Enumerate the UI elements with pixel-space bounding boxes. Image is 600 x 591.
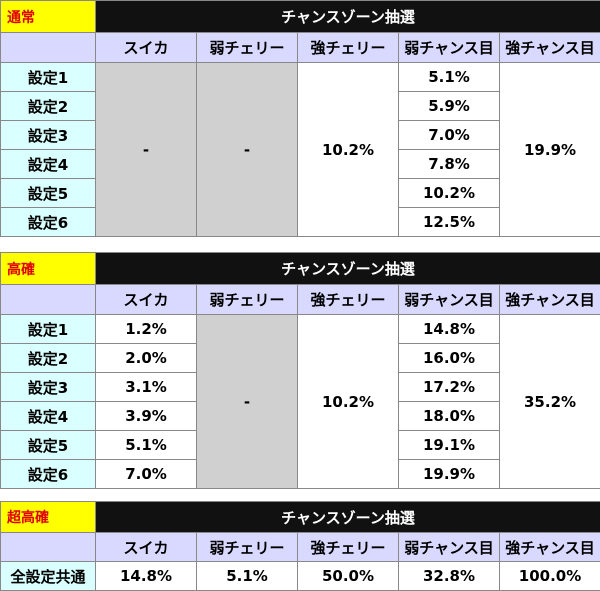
row-label: 設定6 [0,207,96,237]
weak-chance-cell: 18.0% [398,401,500,431]
table-normal: 通常 チャンスゾーン抽選 スイカ 弱チェリー 強チェリー 弱チャンス目 強チャン… [0,0,600,237]
strong-cherry-cell: 50.0% [297,561,399,591]
col-header-suika: スイカ [95,284,197,315]
table-high-probability: 高確 チャンスゾーン抽選 スイカ 弱チェリー 強チェリー 弱チャンス目 強チャン… [0,252,600,489]
suika-cell: 7.0% [95,459,197,489]
suika-cell: 1.2% [95,314,197,344]
suika-cell: 5.1% [95,430,197,460]
col-header-suika: スイカ [95,32,197,63]
weak-cherry-cell: - [196,314,298,489]
header-blank [0,284,96,315]
weak-chance-cell: 14.8% [398,314,500,344]
col-header-strong-cherry: 強チェリー [297,532,399,562]
strong-chance-cell: 19.9% [498,62,600,237]
weak-chance-cell: 16.0% [398,343,500,373]
strong-cherry-cell: 10.2% [297,62,399,237]
weak-chance-cell: 5.9% [398,91,500,121]
col-header-weak-cherry: 弱チェリー [196,284,298,315]
header-blank [0,32,96,63]
mode-label: 超高確 [0,501,96,533]
weak-chance-cell: 32.8% [398,561,500,591]
mode-label: 高確 [0,252,96,285]
row-label: 設定3 [0,120,96,150]
mode-label: 通常 [0,0,96,33]
weak-chance-cell: 12.5% [398,207,500,237]
col-header-strong-chance: 強チャンス目 [498,284,600,315]
lottery-title: チャンスゾーン抽選 [94,0,600,33]
row-label: 設定5 [0,430,96,460]
row-label: 設定6 [0,459,96,489]
col-header-weak-chance: 弱チャンス目 [398,532,500,562]
col-header-weak-cherry: 弱チェリー [196,32,298,63]
strong-chance-cell: 100.0% [498,561,600,591]
lottery-title: チャンスゾーン抽選 [94,501,600,533]
col-header-weak-cherry: 弱チェリー [196,532,298,562]
row-label: 設定4 [0,401,96,431]
weak-cherry-cell: - [196,62,298,237]
lottery-title: チャンスゾーン抽選 [94,252,600,285]
row-label: 設定4 [0,149,96,179]
suika-cell: 3.9% [95,401,197,431]
suika-cell: 3.1% [95,372,197,402]
row-label: 設定3 [0,372,96,402]
weak-chance-cell: 19.1% [398,430,500,460]
row-label: 設定1 [0,314,96,344]
col-header-weak-chance: 弱チャンス目 [398,32,500,63]
col-header-strong-cherry: 強チェリー [297,32,399,63]
table-super-high-probability: 超高確 チャンスゾーン抽選 スイカ 弱チェリー 強チェリー 弱チャンス目 強チャ… [0,501,600,591]
strong-cherry-cell: 10.2% [297,314,399,489]
col-header-weak-chance: 弱チャンス目 [398,284,500,315]
col-header-strong-chance: 強チャンス目 [498,32,600,63]
suika-cell: - [95,62,197,237]
row-label: 全設定共通 [0,561,96,591]
suika-cell: 14.8% [95,561,197,591]
row-label: 設定5 [0,178,96,208]
weak-cherry-cell: 5.1% [196,561,298,591]
strong-chance-cell: 35.2% [498,314,600,489]
weak-chance-cell: 5.1% [398,62,500,92]
col-header-suika: スイカ [95,532,197,562]
col-header-strong-chance: 強チャンス目 [498,532,600,562]
col-header-strong-cherry: 強チェリー [297,284,399,315]
suika-cell: 2.0% [95,343,197,373]
weak-chance-cell: 19.9% [398,459,500,489]
weak-chance-cell: 17.2% [398,372,500,402]
weak-chance-cell: 10.2% [398,178,500,208]
header-blank [0,532,96,562]
weak-chance-cell: 7.8% [398,149,500,179]
row-label: 設定2 [0,343,96,373]
row-label: 設定2 [0,91,96,121]
row-label: 設定1 [0,62,96,92]
weak-chance-cell: 7.0% [398,120,500,150]
